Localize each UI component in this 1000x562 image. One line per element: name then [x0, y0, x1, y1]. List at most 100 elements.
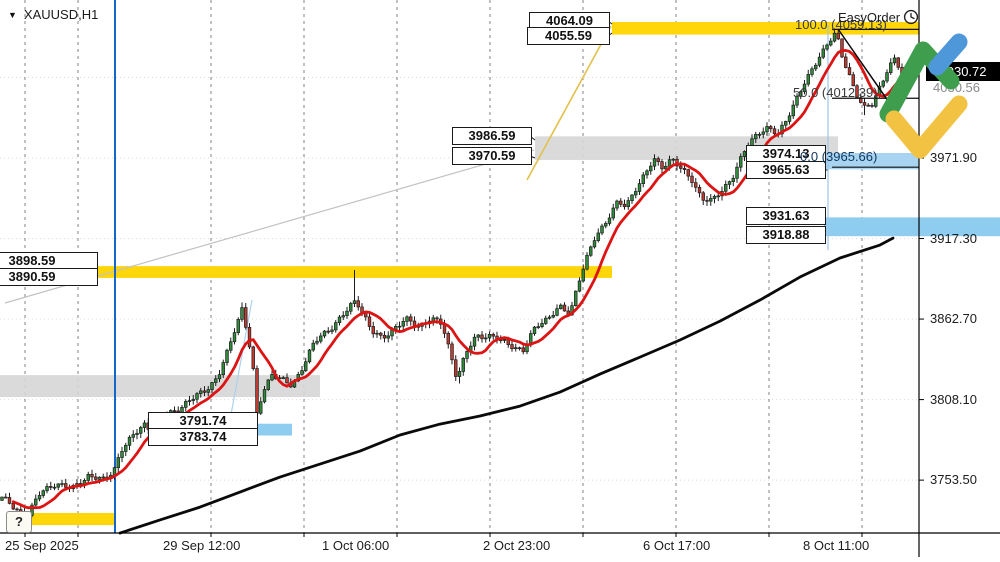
zone-price-label: 4055.59 [527, 27, 610, 45]
candle-body [217, 374, 222, 380]
current-price-tag: 4030.72 [926, 62, 1000, 81]
fib-level-label: 0.0 (3965.66) [800, 149, 878, 164]
candle-body [686, 169, 690, 177]
candle-body [754, 133, 758, 140]
candle-body [731, 177, 735, 182]
candle-body [577, 280, 582, 292]
candle-body [562, 304, 567, 312]
candle-body [244, 307, 248, 328]
candle-body [799, 91, 803, 97]
candle-body [709, 198, 713, 202]
candle-body [521, 347, 525, 353]
candle-body [607, 217, 612, 224]
candle-body [266, 379, 270, 390]
candle-body [671, 158, 675, 161]
clock-icon [904, 9, 919, 25]
zone-yellow-mid [28, 266, 612, 278]
candle-body [184, 401, 188, 408]
candle-body [787, 115, 792, 122]
date-axis-label: 25 Sep 2025 [5, 538, 79, 553]
candle-body [716, 195, 720, 198]
candle-body [641, 174, 645, 185]
chevron-down-icon: ▼ [8, 9, 17, 20]
zone-price-label: 3970.59 [452, 147, 532, 165]
candle-body [116, 457, 120, 469]
help-button[interactable]: ? [6, 511, 32, 533]
candle-body [225, 349, 229, 363]
candle-body [124, 444, 128, 452]
candle-body [847, 67, 852, 76]
candle-body [409, 316, 413, 322]
candle-body [765, 126, 769, 133]
candle-body [761, 131, 765, 135]
candle-body [502, 339, 507, 341]
candle-body [656, 158, 660, 162]
candle-body [551, 314, 555, 318]
easyorder-label: EasyOrder [838, 9, 901, 25]
candle-body [187, 400, 192, 402]
candle-body [446, 333, 450, 345]
easyorder-panel-title[interactable]: EasyOrder [838, 9, 919, 25]
candle-body [885, 72, 889, 82]
candle-body [780, 124, 784, 135]
candle-body [870, 104, 874, 107]
candle-body [892, 57, 897, 64]
candle-body [604, 223, 608, 227]
candle-body [52, 486, 57, 489]
candle-body [86, 473, 90, 481]
zone-price-label: 3931.63 [746, 207, 826, 225]
zone-price-label: 3783.74 [148, 428, 258, 446]
candle-body [120, 451, 124, 458]
candle-body [484, 337, 488, 340]
candle-body [465, 351, 469, 359]
candle-body [649, 165, 653, 172]
candle-body [90, 473, 94, 478]
callout-line [526, 25, 612, 181]
candle-body [319, 335, 323, 342]
candle-body [585, 254, 589, 270]
candle-body [491, 333, 495, 337]
candle-body [202, 390, 207, 393]
zone-price-label: 3974.13 [746, 145, 826, 163]
candle-body [386, 335, 390, 339]
candle-body [622, 203, 627, 208]
candle-body [49, 486, 53, 488]
candle-body [810, 68, 814, 75]
candle-body [540, 323, 544, 327]
zone-price-label: 3986.59 [452, 127, 532, 145]
candle-body [829, 40, 833, 46]
candle-body [600, 225, 604, 234]
candle-body [281, 377, 285, 380]
date-axis-label: 6 Oct 17:00 [643, 538, 711, 553]
candle-body [675, 158, 679, 167]
symbol-period-label: XAUUSD,H1 [23, 7, 99, 22]
candle-body [817, 56, 822, 66]
price-axis-label: 3808.10 [930, 391, 977, 407]
candle-body [397, 325, 402, 328]
candle-body [555, 308, 559, 316]
candle-body [30, 504, 34, 516]
callout-line [227, 299, 253, 432]
candle-body [645, 170, 649, 176]
candle-body [304, 361, 308, 371]
candle-body [544, 317, 548, 324]
candle-body [592, 240, 597, 248]
date-axis-label: 29 Sep 12:00 [163, 538, 241, 553]
candle-body [611, 207, 615, 219]
candle-body [307, 349, 312, 363]
zone-yellow-bottom [28, 513, 115, 526]
slow-ma-line [118, 236, 895, 535]
candle-body [127, 436, 132, 446]
candle-body [821, 48, 825, 58]
candle-body [457, 371, 462, 377]
candle-body [536, 326, 540, 328]
candle-body [334, 322, 338, 331]
candle-body [802, 83, 807, 93]
candle-body [896, 57, 900, 68]
candle-body [259, 401, 263, 414]
candle-body [337, 316, 342, 323]
candle-body [667, 159, 672, 167]
candle-body [559, 304, 563, 310]
symbol-selector[interactable]: ▼ XAUUSD,H1 [8, 7, 98, 22]
